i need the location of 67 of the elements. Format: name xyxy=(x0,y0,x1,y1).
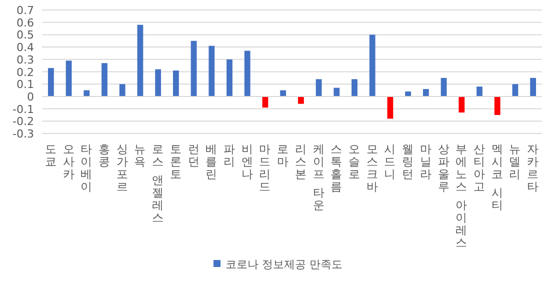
bar xyxy=(137,24,144,96)
y-tick-label: 0.5 xyxy=(16,28,34,42)
x-tick-label: 싱가포르 xyxy=(116,142,128,194)
y-tick-label: 0.4 xyxy=(16,41,34,54)
bar xyxy=(244,50,250,96)
x-tick-label: 타이베이 xyxy=(80,142,93,194)
bar xyxy=(530,78,536,96)
x-tick-label: 파리 xyxy=(224,142,236,168)
x-tick-label: 마닐라 xyxy=(420,142,432,181)
bar xyxy=(494,96,500,115)
legend: 코로나 정보제공 만족도 xyxy=(214,258,342,271)
bar xyxy=(84,90,90,96)
x-tick-label: 비엔나 xyxy=(241,142,254,181)
bar xyxy=(280,90,286,96)
bar xyxy=(208,46,215,96)
bar xyxy=(226,59,232,96)
bar xyxy=(66,60,72,96)
bar xyxy=(512,84,518,96)
bar xyxy=(476,86,482,96)
bar xyxy=(422,89,429,96)
y-tick-label: -0.3 xyxy=(12,128,34,140)
x-tick-label: 웰링턴 xyxy=(402,142,414,181)
x-tick-label: 스톡홀름 xyxy=(330,142,343,194)
x-tick-label: 상파울루 xyxy=(438,142,450,194)
x-tick-label: 런던 xyxy=(188,142,200,168)
x-tick-label: 도쿄 xyxy=(44,142,57,168)
x-tick-label: 멕시코 시티 xyxy=(491,142,504,212)
x-tick-label: 베를린 xyxy=(206,142,218,181)
bar xyxy=(172,70,179,96)
x-tick-label: 로스 앤젤레스 xyxy=(152,142,164,224)
x-tick-label: 케이프 타운 xyxy=(312,142,325,212)
bar xyxy=(440,78,447,96)
y-tick-label: 0.7 xyxy=(16,4,34,17)
x-tick-label: 토론토 xyxy=(170,142,182,181)
x-tick-label: 리스본 xyxy=(294,142,307,181)
bar xyxy=(352,79,358,96)
y-tick-label: -0.1 xyxy=(12,102,34,116)
bar xyxy=(298,96,304,104)
bar xyxy=(190,40,197,96)
bar xyxy=(387,96,394,119)
bar xyxy=(102,63,108,96)
y-tick-label: 0.1 xyxy=(16,78,34,92)
bar xyxy=(48,68,54,96)
y-tick-label: -0.2 xyxy=(12,115,34,128)
x-tick-label: 모스크바 xyxy=(366,142,378,194)
bar xyxy=(119,84,126,96)
bar xyxy=(369,34,376,96)
x-tick-label: 뉴델리 xyxy=(509,142,522,181)
y-tick-label: 0 xyxy=(27,90,34,104)
bar xyxy=(458,96,465,113)
x-tick-label: 로마 xyxy=(277,142,290,168)
x-tick-label: 자카르타 xyxy=(527,142,540,194)
x-tick-label: 마드리드 xyxy=(259,142,272,194)
x-tick-label: 오슬로 xyxy=(348,142,360,181)
bar xyxy=(316,79,322,96)
x-tick-label: 산티아고 xyxy=(474,142,486,194)
x-tick-label: 시드니 xyxy=(384,142,396,181)
bar xyxy=(334,88,340,96)
x-tick-label: 오사카 xyxy=(62,142,75,181)
bar xyxy=(155,69,162,96)
y-tick-label: 0.3 xyxy=(16,53,34,66)
bar xyxy=(405,92,412,96)
x-tick-label: 부에노스 아이레스 xyxy=(456,142,468,250)
y-tick-label: 0.6 xyxy=(16,16,34,30)
y-tick-label: 0.2 xyxy=(16,66,34,79)
x-tick-label: 뉴욕 xyxy=(134,142,146,168)
x-tick-label: 홍콩 xyxy=(98,142,110,168)
